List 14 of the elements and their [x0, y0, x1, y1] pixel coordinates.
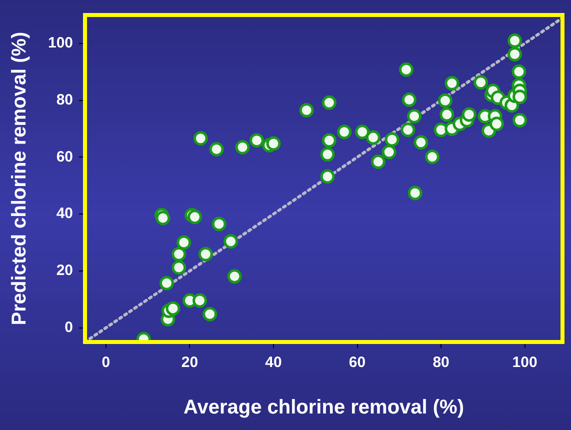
x-tick-label: 80 [432, 354, 450, 372]
y-tick-label: 0 [64, 318, 74, 336]
y-tick-label: 80 [56, 91, 74, 108]
x-tick-label: 60 [348, 354, 366, 372]
y-axis-title: Predicted chlorine removal (%) [8, 32, 31, 326]
x-tick-label: 100 [512, 354, 538, 372]
y-tick-label: 100 [48, 34, 74, 52]
x-tick-label: 0 [102, 354, 110, 372]
y-tick-label: 40 [56, 205, 74, 222]
x-tick-label: 40 [265, 354, 282, 372]
x-tick-label: 20 [181, 354, 198, 372]
y-tick-label: 60 [56, 148, 74, 166]
y-tick-label: 20 [56, 262, 74, 280]
x-axis-title: Average chlorine removal (%) [184, 396, 464, 419]
